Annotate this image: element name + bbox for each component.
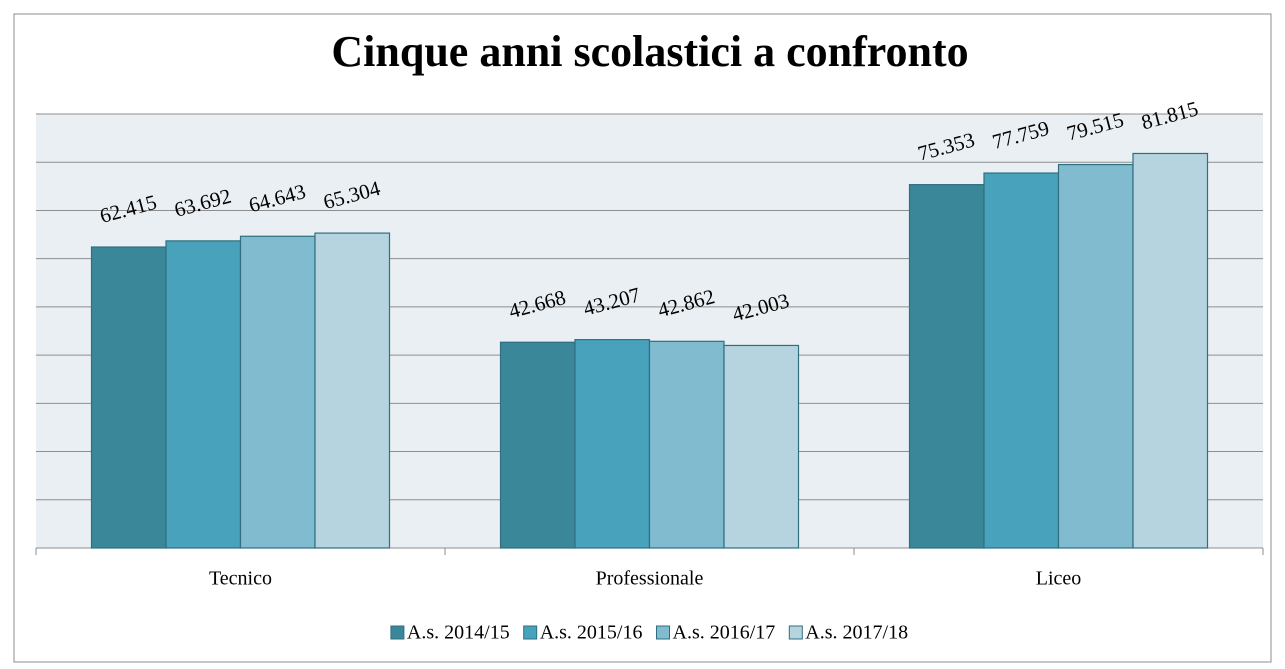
bar [648,340,725,549]
bar [1132,152,1209,549]
legend-swatch [390,625,405,640]
x-tick-label: Tecnico [209,568,272,590]
bar [983,172,1060,549]
bar [90,246,167,549]
legend-swatch [523,625,538,640]
bar [723,344,800,549]
bar [314,232,391,549]
x-tick-label: Professionale [596,568,704,590]
legend-label: A.s. 2015/16 [540,622,643,644]
bar [499,341,576,549]
bar [165,240,242,549]
bar [1057,163,1134,549]
legend-label: A.s. 2016/17 [673,622,776,644]
bar [239,235,316,549]
legend-label: A.s. 2014/15 [407,622,510,644]
legend-swatch [788,625,803,640]
bar [908,184,985,549]
legend-label: A.s. 2017/18 [805,622,908,644]
x-tick-label: Liceo [1036,568,1082,590]
chart-title: Cinque anni scolastici a confronto [331,27,968,76]
bar [574,339,651,549]
legend-swatch [656,625,670,640]
